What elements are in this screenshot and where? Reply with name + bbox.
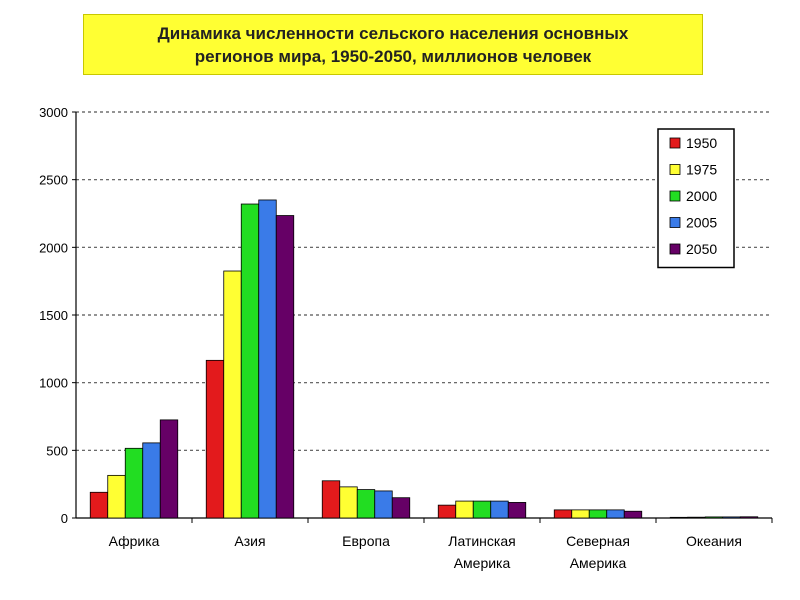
- chart-title: Динамика численности сельского населения…: [157, 23, 629, 66]
- legend-label: 2000: [686, 188, 717, 204]
- bar: [142, 442, 161, 519]
- bar: [391, 497, 411, 519]
- legend-swatch: [669, 217, 681, 228]
- bar: [687, 516, 706, 519]
- bar: [437, 504, 457, 519]
- bar: [455, 500, 474, 519]
- legend-label: 1950: [686, 135, 717, 151]
- legend-label: 1975: [686, 162, 717, 178]
- y-tick-label: 2500: [39, 173, 68, 188]
- bar: [159, 419, 179, 519]
- grid-lines: [76, 111, 772, 451]
- legend-swatch: [669, 137, 681, 149]
- y-tick-label: 3000: [39, 105, 68, 120]
- bars: [89, 199, 759, 519]
- bar: [623, 510, 643, 519]
- category-label: Латинская Америка: [448, 533, 515, 571]
- bar: [223, 270, 242, 519]
- legend-swatch: [669, 243, 681, 255]
- y-tick-labels: 0 500 1000 1500 2000 2500 3000: [39, 105, 68, 526]
- bar: [258, 199, 277, 519]
- legend: 1950 1975 2000 2005 2050: [657, 128, 735, 269]
- bar: [124, 447, 144, 519]
- category-label: Океания: [686, 533, 742, 549]
- bar: [275, 215, 295, 519]
- chart-title-box: Динамика численности сельского населения…: [83, 14, 703, 75]
- bar: [588, 509, 608, 519]
- bar: [704, 516, 724, 519]
- category-label: Африка: [109, 533, 160, 549]
- bar: [722, 516, 741, 519]
- bar: [321, 480, 341, 519]
- legend-label: 2005: [686, 215, 717, 231]
- legend-swatch: [669, 190, 681, 202]
- bar: [571, 509, 590, 519]
- bar: [89, 491, 109, 519]
- axes: [72, 111, 773, 523]
- category-label: Европа: [342, 533, 390, 549]
- legend-swatch: [669, 164, 681, 175]
- bar: [374, 490, 393, 519]
- bar: [107, 474, 126, 519]
- bar: [553, 509, 573, 519]
- bar: [739, 516, 759, 519]
- bar: [205, 359, 225, 519]
- bar: [606, 509, 625, 519]
- y-tick-label: 2000: [39, 240, 68, 255]
- bar: [240, 203, 260, 519]
- bar: [490, 500, 509, 519]
- bar: [507, 502, 527, 519]
- category-label: Северная Америка: [566, 533, 630, 571]
- bar: [339, 486, 358, 519]
- y-tick-label: 0: [61, 511, 68, 526]
- y-tick-label: 1500: [39, 308, 68, 323]
- bar: [472, 500, 492, 519]
- legend-label: 2050: [686, 241, 717, 257]
- category-labels: Африка Азия Европа Латинская Америка Северная…: [109, 533, 742, 571]
- bar: [356, 489, 376, 519]
- category-label: Азия: [234, 533, 265, 549]
- y-tick-label: 1000: [39, 376, 68, 391]
- bar: [669, 516, 689, 519]
- y-tick-label: 500: [46, 443, 68, 458]
